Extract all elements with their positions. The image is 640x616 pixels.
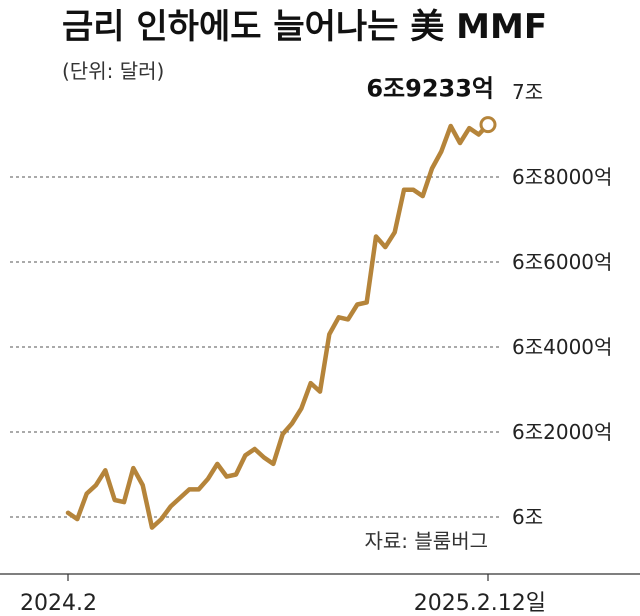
series-line bbox=[65, 122, 491, 530]
peak-value-label: 6조9233억 bbox=[366, 75, 494, 103]
y-tick-label: 6조 bbox=[512, 505, 543, 529]
y-tick-label: 6조2000억 bbox=[512, 420, 612, 444]
y-tick-label: 6조4000억 bbox=[512, 335, 612, 359]
x-tick-label: 2025.2.12일 bbox=[414, 591, 546, 616]
y-tick-label: 7조 bbox=[512, 80, 543, 104]
end-point-marker bbox=[479, 116, 497, 134]
y-tick-label: 6조8000억 bbox=[512, 165, 612, 189]
unit-label: (단위: 달러) bbox=[62, 59, 164, 83]
y-tick-label: 6조6000억 bbox=[512, 250, 612, 274]
source-label: 자료: 블룸버그 bbox=[365, 529, 489, 553]
x-tick-label: 2024.2 bbox=[20, 591, 97, 616]
chart-title: 금리 인하에도 늘어나는 美 MMF bbox=[62, 7, 547, 47]
